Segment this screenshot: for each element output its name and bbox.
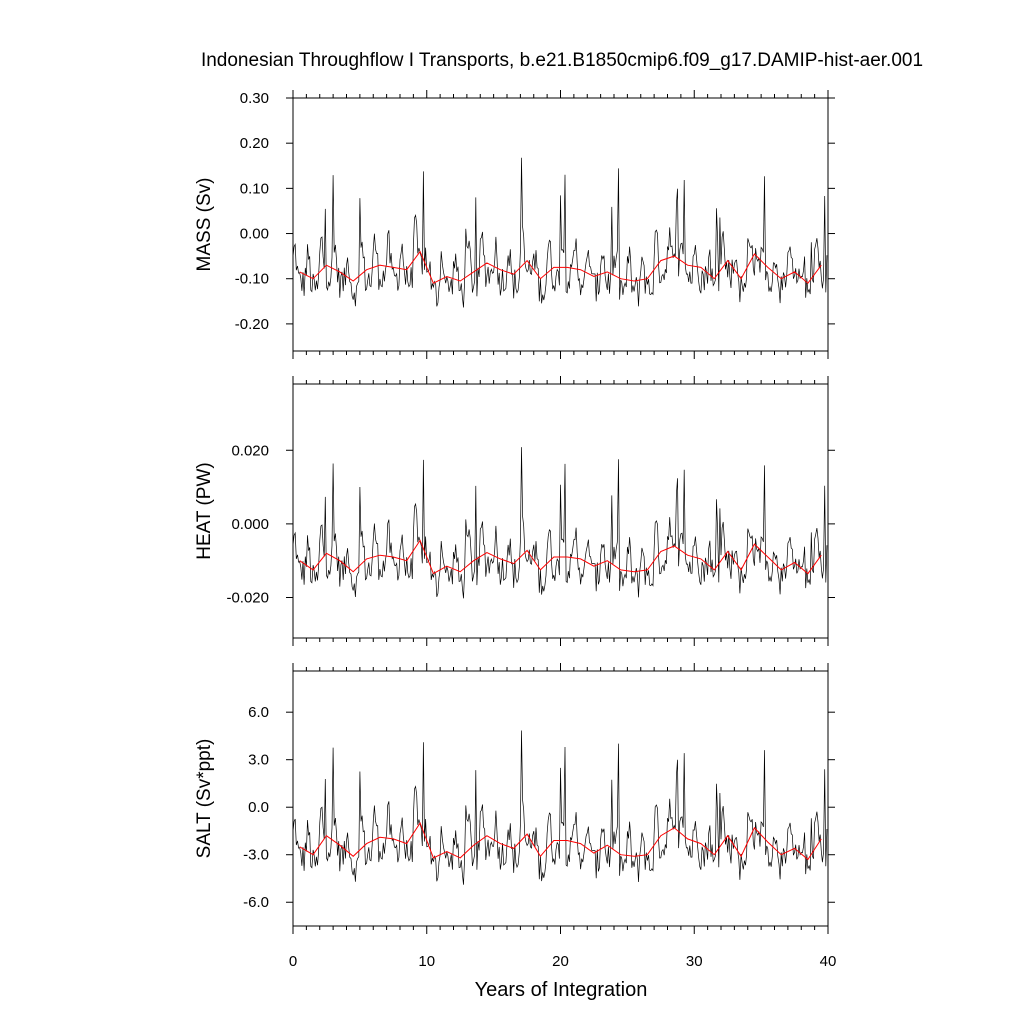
y-axis-label: MASS (Sv) xyxy=(194,178,215,272)
y-tick-label: 3.0 xyxy=(248,752,269,769)
monthly-series-line xyxy=(292,447,828,599)
y-tick-label: 0.20 xyxy=(240,135,269,152)
y-tick-label: 6.0 xyxy=(248,704,269,721)
y-tick-label: -6.0 xyxy=(243,894,269,911)
panel-frame xyxy=(292,670,829,927)
y-tick-label: -3.0 xyxy=(243,847,269,864)
y-tick-label: 0.00 xyxy=(240,226,269,243)
annual-mean-line xyxy=(299,821,822,861)
monthly-series-line xyxy=(292,157,828,308)
y-axis-label: HEAT (PW) xyxy=(194,462,215,559)
x-tick-label: 20 xyxy=(552,953,569,970)
chart-title: Indonesian Throughflow I Transports, b.e… xyxy=(201,50,923,71)
panels: 0.30 0.20 0.10 0.00 -0.10 -0.20 MASS (Sv) 0.020… xyxy=(194,90,835,934)
y-tick-label: -0.20 xyxy=(235,316,269,333)
annual-mean-line xyxy=(299,250,822,284)
y-tick-label: 0.0 xyxy=(248,799,269,816)
y-tick-label: -0.020 xyxy=(226,590,269,607)
x-tick-label: 10 xyxy=(418,953,435,970)
panel-1: 0.30 0.20 0.10 0.00 -0.10 -0.20 MASS (Sv) xyxy=(194,90,835,359)
monthly-series-line xyxy=(292,730,828,885)
panel-frame xyxy=(292,97,829,352)
x-axis: 0 10 20 30 40 xyxy=(289,953,837,970)
x-tick-label: 40 xyxy=(820,953,837,970)
y-tick-label: 0.30 xyxy=(240,90,269,107)
y-tick-label: 0.000 xyxy=(231,516,269,533)
panel-3: 6.0 3.0 0.0 -3.0 -6.0 SALT (Sv*ppt) xyxy=(194,663,835,934)
annual-mean-line xyxy=(299,539,822,575)
x-tick-label: 30 xyxy=(686,953,703,970)
panel-2: 0.020 0.000 -0.020 HEAT (PW) xyxy=(194,376,835,646)
x-tick-label: 0 xyxy=(289,953,297,970)
x-axis-label: Years of Integration xyxy=(475,979,648,1001)
y-tick-label: 0.020 xyxy=(231,442,269,459)
y-tick-label: -0.10 xyxy=(235,271,269,288)
y-axis-label: SALT (Sv*ppt) xyxy=(194,739,215,859)
y-tick-label: 0.10 xyxy=(240,180,269,197)
